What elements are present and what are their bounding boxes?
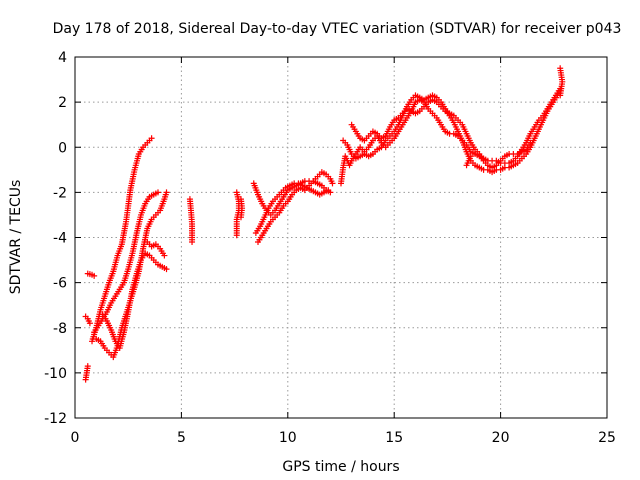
chart-title: Day 178 of 2018, Sidereal Day-to-day VTE… [53,21,622,37]
data-point [161,252,168,259]
data-point [329,180,336,187]
x-tick-labels: 0 5 10 15 20 25 [71,430,616,446]
data-point [237,214,244,221]
y-tick-label: -8 [53,321,67,337]
x-tick-label: 20 [492,430,510,446]
data-point [189,239,196,246]
data-point [163,189,170,196]
y-tick-label: 0 [58,140,67,156]
y-axis-label: SDTVAR / TECUs [8,180,24,295]
data-point [233,232,240,239]
y-tick-label: -2 [53,185,67,201]
data-point [163,266,170,273]
data-point [86,320,93,327]
x-tick-label: 25 [598,430,616,446]
data-point [154,189,161,196]
x-tick-label: 5 [177,430,186,446]
data-point [91,272,98,279]
data-point [467,153,474,160]
data-point [84,363,91,370]
y-tick-label: -4 [53,231,67,247]
x-tick-label: 10 [279,430,297,446]
y-tick-label: -10 [44,366,67,382]
x-tick-label: 15 [385,430,403,446]
x-tick-label: 0 [71,430,80,446]
y-tick-label: -12 [44,411,67,427]
axis-ticks [74,56,608,419]
data-point [527,139,534,146]
data-point [325,187,332,194]
x-axis-label: GPS time / hours [282,459,399,475]
y-tick-labels: 4 2 0 -2 -4 -6 -8 -10 -12 [44,50,67,427]
data-point [557,92,564,99]
data-point [148,135,155,142]
y-tick-label: 2 [58,95,67,111]
data-points [82,65,566,383]
y-tick-label: 4 [58,50,67,66]
grid [75,57,607,418]
y-tick-label: -6 [53,276,67,292]
